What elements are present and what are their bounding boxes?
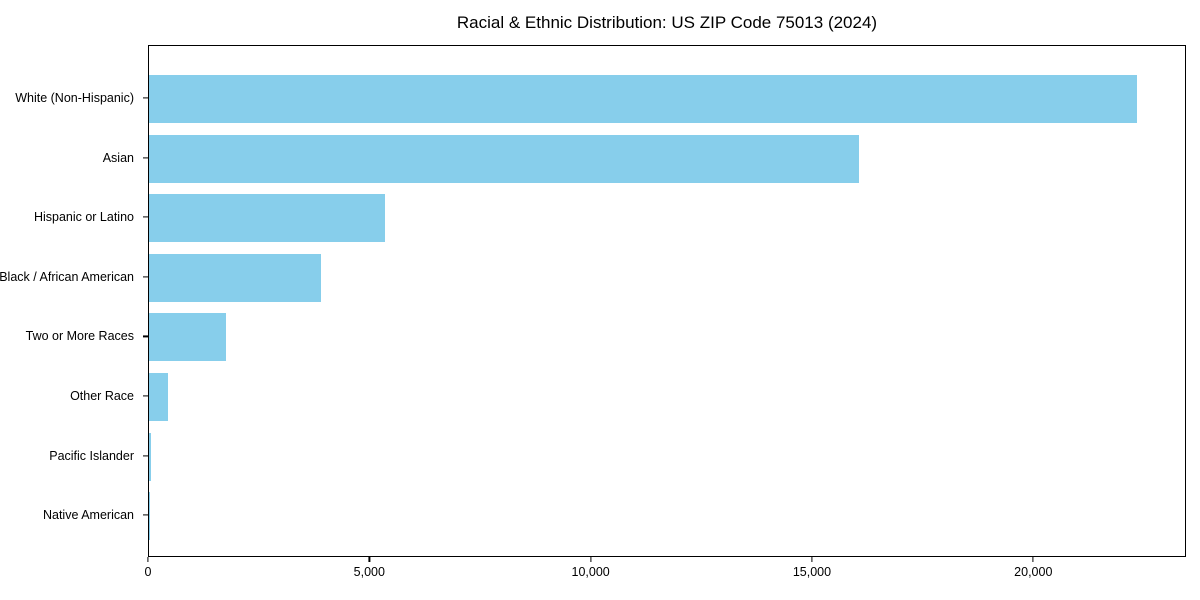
y-tick-label: Asian <box>102 150 134 165</box>
y-tick-label: Native American <box>42 508 134 523</box>
y-tick-mark <box>143 97 148 99</box>
x-tick-label: 20,000 <box>1014 565 1053 579</box>
y-tick-mark <box>143 335 148 337</box>
x-tick-label: 5,000 <box>353 565 385 579</box>
y-tick-mark <box>143 157 148 159</box>
bar <box>149 253 322 302</box>
x-tick-mark <box>590 557 592 562</box>
x-tick-label: 10,000 <box>571 565 610 579</box>
x-tick-mark <box>147 557 149 562</box>
y-tick-label: Other Race <box>70 389 134 403</box>
bar <box>149 313 227 362</box>
bar <box>149 134 860 183</box>
chart-title: Racial & Ethnic Distribution: US ZIP Cod… <box>456 13 878 32</box>
plot-area <box>148 45 1186 557</box>
bar <box>149 75 1138 123</box>
x-tick-label: 0 <box>144 565 152 579</box>
y-tick-mark <box>143 216 148 218</box>
y-tick-label: Two or More Races <box>25 329 134 344</box>
x-tick-label: 15,000 <box>792 565 832 579</box>
y-tick-mark <box>143 395 148 397</box>
y-tick-label: Black / African American <box>0 269 134 284</box>
bar <box>149 373 169 421</box>
y-tick-label: Hispanic or Latino <box>33 210 134 225</box>
bar <box>149 194 385 243</box>
x-tick-mark <box>368 557 370 562</box>
y-tick-label: White (Non-Hispanic) <box>15 91 134 105</box>
bar <box>149 492 150 541</box>
x-tick-mark <box>811 557 813 562</box>
y-tick-mark <box>143 514 148 516</box>
x-tick-mark <box>1032 557 1034 562</box>
y-tick-mark <box>143 276 148 278</box>
y-tick-label: Pacific Islander <box>49 448 134 463</box>
y-tick-mark <box>143 455 148 457</box>
bar <box>149 432 151 481</box>
